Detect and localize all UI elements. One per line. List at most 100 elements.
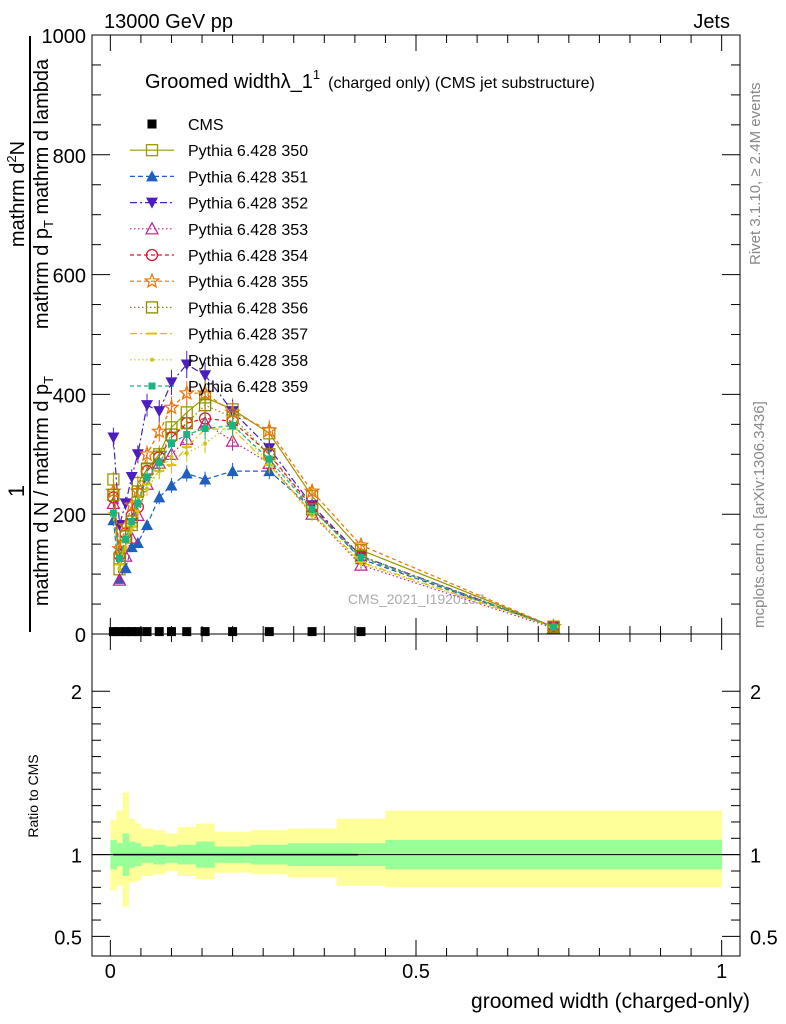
legend-label: Pythia 6.428 355 bbox=[188, 274, 308, 291]
x-tick-label: 1 bbox=[716, 961, 727, 983]
data-point bbox=[155, 459, 163, 467]
y-tick-label: 0 bbox=[75, 625, 86, 647]
data-point bbox=[165, 479, 178, 491]
data-point bbox=[357, 553, 365, 561]
data-point bbox=[198, 399, 212, 412]
x-tick-label: 0.5 bbox=[402, 961, 430, 983]
plot-title-lambda: λ_1 bbox=[281, 71, 313, 93]
legend-item: Pythia 6.428 353 bbox=[130, 221, 308, 239]
y-label-num2: mathrm d2N bbox=[4, 141, 29, 247]
y-label-num2-a: mathrm d bbox=[7, 163, 29, 247]
analysis-watermark: CMS_2021_I1920187 bbox=[348, 591, 484, 607]
data-point bbox=[123, 546, 128, 551]
legend-label: CMS bbox=[188, 117, 224, 134]
y-tick-label: 400 bbox=[53, 385, 86, 407]
data-point bbox=[148, 382, 156, 390]
data-point bbox=[154, 627, 164, 637]
data-point bbox=[550, 623, 558, 631]
legend-item: Pythia 6.428 357 bbox=[130, 327, 308, 344]
legend-item: Pythia 6.428 352 bbox=[130, 196, 308, 213]
data-point bbox=[150, 357, 154, 362]
rivet-version-label: Rivet 3.1.10, ≥ 2.4M events bbox=[747, 83, 764, 266]
data-point bbox=[119, 562, 132, 574]
data-point bbox=[226, 465, 239, 477]
series-cms bbox=[108, 627, 366, 637]
ratio-y-tick-label: 2 bbox=[71, 682, 82, 704]
data-point bbox=[145, 248, 159, 262]
data-point bbox=[133, 627, 143, 637]
data-point bbox=[165, 377, 178, 389]
y-label-den-sub: T bbox=[41, 376, 56, 384]
data-point bbox=[134, 499, 142, 507]
data-point bbox=[182, 627, 192, 637]
data-point bbox=[178, 384, 196, 401]
legend-item: Pythia 6.428 354 bbox=[130, 248, 308, 265]
ratio-y-tick-label-right: 1 bbox=[750, 846, 761, 868]
y-label-num2-sup: 2 bbox=[4, 155, 19, 162]
main-y-axis-label: 1 mathrm d N / mathrm d pT mathrm d2N ma… bbox=[4, 36, 56, 632]
y-label-den: mathrm d N / mathrm d pT bbox=[31, 376, 56, 606]
data-point bbox=[167, 440, 175, 448]
data-point bbox=[356, 627, 366, 637]
plot-title: Groomed widthλ_11 (charged only) (CMS jet… bbox=[145, 67, 595, 93]
data-point bbox=[143, 272, 161, 289]
data-point bbox=[145, 144, 159, 157]
y-tick-label: 800 bbox=[53, 146, 86, 168]
y-label-num2-tail: N bbox=[7, 141, 29, 155]
data-point bbox=[180, 467, 193, 479]
data-point bbox=[147, 119, 157, 129]
data-point bbox=[166, 627, 176, 637]
legend-item: Pythia 6.428 350 bbox=[130, 143, 308, 160]
data-point bbox=[116, 555, 124, 563]
data-point bbox=[135, 509, 140, 514]
legend-item: Pythia 6.428 351 bbox=[130, 169, 308, 186]
data-point bbox=[112, 572, 127, 586]
x-axis-label: groomed width (charged-only) bbox=[471, 990, 750, 1013]
series-pythia-6-428-358 bbox=[111, 412, 556, 631]
series-line bbox=[112, 424, 554, 628]
series-pythia-6-428-357 bbox=[108, 418, 559, 631]
y-label-den2-sub: T bbox=[41, 220, 56, 228]
data-point bbox=[153, 491, 166, 503]
y-label-den2-a: mathrm d p bbox=[31, 228, 53, 329]
header-right-label: Jets bbox=[693, 11, 730, 33]
series-pythia-6-428-350 bbox=[107, 385, 560, 633]
data-point bbox=[200, 627, 210, 637]
data-point bbox=[145, 301, 159, 314]
ratio-y-tick-label: 1 bbox=[71, 846, 82, 868]
y-label-den2: mathrm d pT mathrm d lambda bbox=[31, 58, 56, 329]
legend-item: Pythia 6.428 358 bbox=[130, 353, 308, 370]
ratio-y-axis-label: Ratio to CMS bbox=[25, 754, 41, 837]
y-tick-label: 200 bbox=[53, 505, 86, 527]
data-point bbox=[353, 557, 368, 571]
legend-label: Pythia 6.428 357 bbox=[188, 327, 308, 344]
data-point bbox=[131, 449, 144, 461]
data-point bbox=[108, 627, 118, 637]
data-point bbox=[107, 488, 120, 502]
data-point bbox=[146, 170, 158, 182]
ratio-x-axis: 0 0.5 1 bbox=[105, 634, 727, 983]
ratio-bands bbox=[92, 792, 740, 907]
data-point bbox=[169, 454, 174, 459]
series-line bbox=[112, 422, 554, 629]
legend-label: Pythia 6.428 356 bbox=[188, 300, 308, 317]
y-tick-label: 1000 bbox=[42, 26, 87, 48]
series-line bbox=[112, 396, 554, 628]
mcplots-label: mcplots.cern.ch [arXiv:1306.3436] bbox=[751, 401, 768, 628]
data-point bbox=[265, 455, 273, 463]
legend-label: Pythia 6.428 358 bbox=[188, 353, 308, 370]
legend-label: Pythia 6.428 353 bbox=[188, 222, 308, 239]
series-line bbox=[112, 392, 554, 628]
series-pythia-6-428-359 bbox=[109, 415, 558, 631]
data-point bbox=[128, 517, 136, 525]
series-pythia-6-428-351 bbox=[107, 462, 560, 632]
legend-item: Pythia 6.428 356 bbox=[130, 300, 308, 317]
data-point bbox=[125, 541, 138, 553]
data-point bbox=[358, 561, 363, 566]
y-tick-label: 600 bbox=[53, 266, 86, 288]
data-point bbox=[125, 472, 138, 484]
data-point bbox=[228, 627, 238, 637]
data-point bbox=[141, 400, 154, 412]
data-point bbox=[180, 359, 193, 371]
